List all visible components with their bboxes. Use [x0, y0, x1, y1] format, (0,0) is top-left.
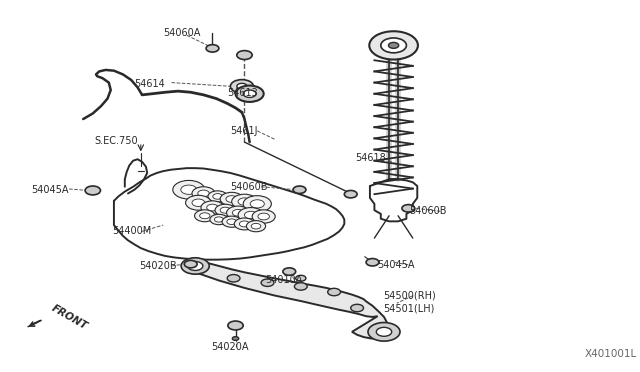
Text: 54060B: 54060B — [230, 182, 268, 192]
Circle shape — [237, 83, 247, 89]
Circle shape — [252, 210, 275, 223]
Text: 5461J: 5461J — [230, 126, 258, 136]
Circle shape — [366, 259, 379, 266]
Circle shape — [201, 201, 224, 214]
Circle shape — [220, 207, 230, 213]
Circle shape — [222, 216, 241, 227]
Circle shape — [184, 260, 197, 268]
Circle shape — [258, 213, 269, 220]
Circle shape — [232, 337, 239, 340]
Circle shape — [232, 209, 244, 216]
Text: 54613: 54613 — [227, 88, 258, 98]
Circle shape — [230, 80, 253, 93]
Circle shape — [206, 45, 219, 52]
Circle shape — [173, 180, 205, 199]
Circle shape — [227, 275, 240, 282]
Text: 54060A: 54060A — [163, 29, 200, 38]
Polygon shape — [195, 260, 389, 339]
Text: 54045A: 54045A — [31, 185, 68, 195]
Text: 54060B: 54060B — [410, 206, 447, 216]
Circle shape — [181, 258, 209, 274]
Text: S.EC.750: S.EC.750 — [95, 137, 138, 146]
Circle shape — [188, 262, 203, 270]
Circle shape — [293, 186, 306, 193]
Circle shape — [328, 288, 340, 296]
Circle shape — [368, 323, 400, 341]
Circle shape — [234, 218, 255, 230]
Text: X401001L: X401001L — [584, 349, 637, 359]
Circle shape — [244, 211, 257, 219]
Circle shape — [207, 204, 218, 211]
Circle shape — [227, 206, 250, 219]
Text: 54010A: 54010A — [266, 275, 303, 285]
Text: 54500(RH): 54500(RH) — [383, 291, 435, 301]
Circle shape — [232, 194, 257, 209]
Circle shape — [212, 193, 223, 199]
Circle shape — [226, 196, 237, 202]
Text: 54020B: 54020B — [140, 261, 177, 271]
Text: 54501(LH): 54501(LH) — [383, 303, 434, 313]
Circle shape — [243, 90, 256, 97]
Circle shape — [404, 206, 415, 212]
Circle shape — [228, 321, 243, 330]
Circle shape — [251, 223, 261, 229]
Circle shape — [296, 275, 306, 281]
Circle shape — [214, 217, 223, 222]
Circle shape — [236, 86, 264, 102]
Circle shape — [402, 205, 415, 212]
Circle shape — [208, 191, 227, 202]
Text: FRONT: FRONT — [50, 303, 90, 331]
Circle shape — [369, 31, 418, 60]
Text: 54614: 54614 — [134, 79, 165, 89]
Circle shape — [283, 268, 296, 275]
Circle shape — [195, 210, 215, 222]
Circle shape — [192, 199, 205, 206]
Circle shape — [192, 187, 215, 200]
Circle shape — [237, 51, 252, 60]
Circle shape — [239, 221, 250, 227]
Circle shape — [220, 192, 243, 206]
Circle shape — [351, 304, 364, 312]
Circle shape — [85, 186, 100, 195]
Circle shape — [294, 283, 307, 290]
Circle shape — [227, 219, 237, 224]
Circle shape — [250, 200, 264, 208]
Circle shape — [200, 213, 210, 219]
Circle shape — [215, 204, 236, 216]
Circle shape — [238, 208, 264, 222]
Text: 54045A: 54045A — [378, 260, 415, 270]
Text: 54400M: 54400M — [112, 227, 151, 236]
Circle shape — [344, 190, 357, 198]
Circle shape — [243, 196, 271, 212]
Circle shape — [238, 198, 251, 205]
Circle shape — [261, 279, 274, 286]
Circle shape — [246, 221, 266, 232]
Text: 54618: 54618 — [355, 153, 386, 163]
Circle shape — [376, 327, 392, 336]
Circle shape — [388, 42, 399, 48]
Circle shape — [186, 195, 211, 210]
Text: 54020A: 54020A — [211, 342, 249, 352]
Circle shape — [180, 185, 197, 194]
Circle shape — [210, 214, 228, 225]
Circle shape — [381, 38, 406, 53]
Circle shape — [198, 190, 209, 197]
